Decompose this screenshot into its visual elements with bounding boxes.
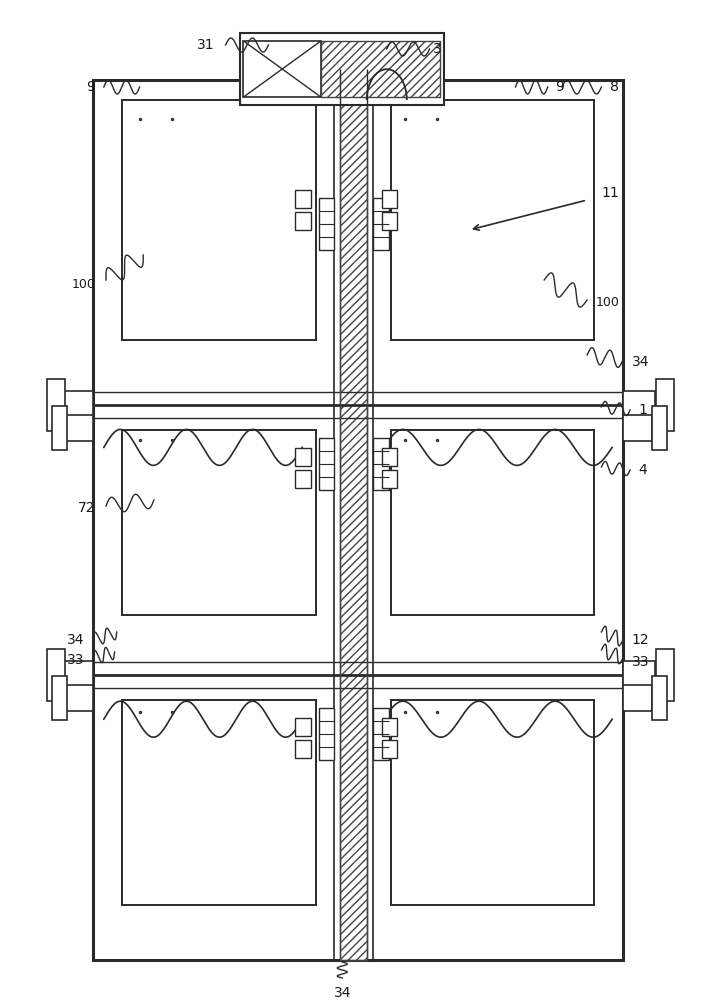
Bar xyxy=(319,708,334,760)
Text: 100: 100 xyxy=(72,277,95,290)
Text: 100: 100 xyxy=(596,296,619,310)
Bar xyxy=(382,448,397,466)
Bar xyxy=(122,430,316,615)
Bar xyxy=(382,740,397,758)
Bar xyxy=(656,649,674,701)
Text: 34: 34 xyxy=(67,633,84,647)
Bar xyxy=(64,415,93,441)
Text: 31: 31 xyxy=(197,38,215,52)
Text: 9: 9 xyxy=(87,80,95,94)
Bar xyxy=(382,718,397,736)
Bar xyxy=(52,676,67,720)
Bar xyxy=(295,470,311,488)
Bar xyxy=(47,649,65,701)
Bar xyxy=(382,212,397,230)
Bar xyxy=(122,700,316,905)
Text: 72: 72 xyxy=(78,501,95,515)
Bar xyxy=(295,448,311,466)
Bar xyxy=(623,685,652,711)
Bar xyxy=(373,438,389,490)
Bar xyxy=(295,190,311,208)
Bar xyxy=(382,190,397,208)
Bar xyxy=(656,379,674,431)
Text: 4: 4 xyxy=(639,463,647,477)
Bar xyxy=(93,80,623,960)
Bar xyxy=(64,685,93,711)
Bar xyxy=(295,740,311,758)
Bar xyxy=(373,198,389,250)
Bar xyxy=(373,708,389,760)
Bar xyxy=(61,391,93,419)
Text: 8: 8 xyxy=(610,80,619,94)
Bar xyxy=(321,41,440,97)
Text: 3: 3 xyxy=(433,42,442,56)
Bar xyxy=(319,198,334,250)
Bar xyxy=(623,661,655,689)
Bar xyxy=(340,80,367,960)
Bar xyxy=(295,212,311,230)
Bar xyxy=(391,700,594,905)
Bar xyxy=(382,470,397,488)
Bar xyxy=(391,430,594,615)
Bar xyxy=(652,676,667,720)
Bar xyxy=(623,415,652,441)
Bar xyxy=(623,391,655,419)
Bar xyxy=(295,718,311,736)
Text: 34: 34 xyxy=(334,986,351,1000)
Text: 34: 34 xyxy=(632,355,649,369)
Text: 33: 33 xyxy=(632,655,649,669)
Text: 1: 1 xyxy=(639,403,647,417)
Bar xyxy=(52,406,67,450)
Bar xyxy=(652,406,667,450)
Bar xyxy=(391,100,594,340)
Bar xyxy=(319,438,334,490)
Bar xyxy=(243,41,321,97)
Bar xyxy=(340,80,367,960)
Text: 12: 12 xyxy=(632,633,649,647)
Text: 33: 33 xyxy=(67,653,84,667)
Text: 9: 9 xyxy=(556,80,564,94)
Bar xyxy=(47,379,65,431)
Bar xyxy=(122,100,316,340)
Bar xyxy=(61,661,93,689)
Text: 11: 11 xyxy=(601,186,619,200)
Bar xyxy=(240,33,444,105)
